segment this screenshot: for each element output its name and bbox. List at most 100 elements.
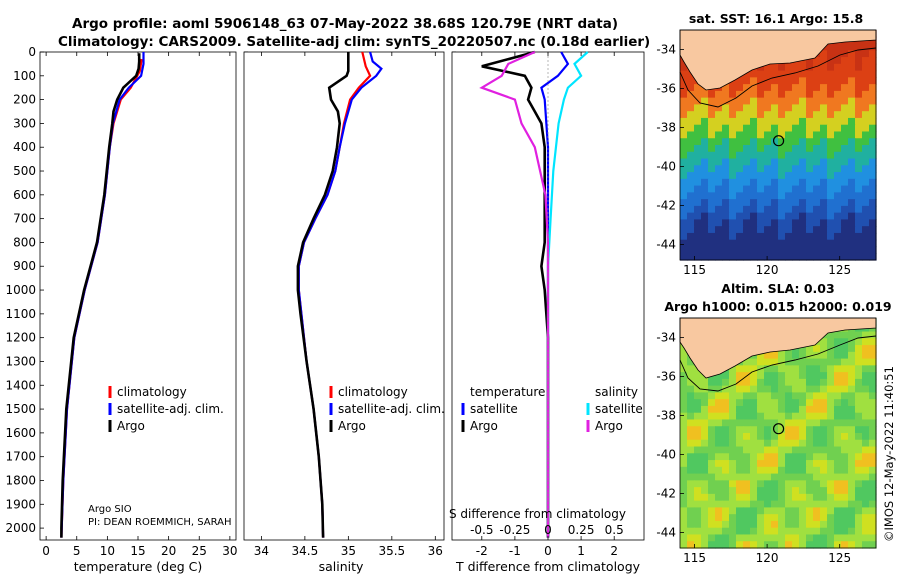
map-cell (715, 117, 723, 126)
map-cell (687, 378, 695, 387)
map-cell (750, 97, 758, 106)
map-cell (785, 253, 793, 261)
sst-map-title: sat. SST: 16.1 Argo: 15.8 (689, 11, 863, 26)
map-cell (694, 131, 702, 139)
map-cell (750, 473, 758, 481)
map-cell (827, 480, 835, 488)
map-cell (722, 104, 730, 112)
map-cell (757, 97, 765, 106)
map-cell (855, 480, 863, 488)
map-cell (680, 473, 688, 481)
map-cell (687, 97, 695, 106)
map-cell (869, 138, 877, 146)
map-cell (855, 439, 863, 448)
map-cell (743, 239, 751, 248)
map-cell (862, 232, 870, 241)
map-cell (722, 460, 730, 468)
map-cell (827, 117, 835, 126)
map-cell (694, 90, 702, 99)
map-cell (764, 70, 772, 78)
map-cell (841, 446, 849, 454)
map-cell (743, 104, 751, 112)
map-cell (764, 84, 772, 92)
map-cell (680, 345, 688, 353)
map-cell (680, 534, 688, 542)
map-cell (764, 165, 772, 173)
map-cell (771, 534, 779, 542)
map-cell (806, 97, 814, 106)
ytick-label: 400 (13, 140, 36, 154)
map-cell (771, 392, 779, 400)
map-cell (771, 84, 779, 92)
map-cell (813, 453, 821, 461)
map-cell (813, 104, 821, 112)
map-cell (778, 358, 786, 366)
map-cell (701, 131, 709, 139)
map-cell (862, 331, 870, 339)
map-cell (771, 439, 779, 448)
map-cell (813, 412, 821, 421)
map-cell (869, 358, 877, 366)
map-cell (736, 219, 744, 227)
map-cell (806, 185, 814, 193)
map-cell (743, 77, 751, 85)
map-cell (799, 480, 807, 488)
map-cell (855, 104, 863, 112)
map-cell (743, 232, 751, 241)
map-cell (750, 232, 758, 241)
map-cell (778, 63, 786, 72)
map-cell (785, 446, 793, 454)
map-cell (799, 70, 807, 78)
map-cell (764, 192, 772, 200)
map-cell (680, 138, 688, 146)
map-cell (764, 500, 772, 509)
map-cell (757, 412, 765, 421)
map-cell (827, 131, 835, 139)
map-cell (687, 527, 695, 536)
map-cell (764, 527, 772, 536)
map-cell (722, 117, 730, 126)
map-cell (694, 541, 702, 549)
map-cell (841, 246, 849, 254)
map-cell (701, 493, 709, 502)
map-cell (764, 520, 772, 529)
map-cell (680, 372, 688, 380)
map-cell (806, 405, 814, 414)
map-cell (750, 378, 758, 387)
map-cell (778, 158, 786, 166)
map-cell (694, 104, 702, 112)
map-cell (834, 480, 842, 488)
map-cell (771, 527, 779, 536)
map-cell (827, 514, 835, 522)
map-cell (827, 338, 835, 346)
map-cell (799, 345, 807, 353)
map-cell (785, 351, 793, 360)
map-cell (785, 232, 793, 241)
map-cell (813, 433, 821, 441)
s-diff-tick-label: -0.5 (470, 523, 493, 537)
map-cell (869, 514, 877, 522)
map-cell (701, 426, 709, 434)
map-cell (869, 446, 877, 454)
map-cell (855, 527, 863, 536)
map-cell (715, 131, 723, 139)
map-xtick-label: 120 (756, 263, 779, 277)
map-cell (729, 365, 737, 373)
map-cell (848, 117, 856, 126)
map-cell (722, 541, 730, 549)
map-cell (729, 253, 737, 261)
map-cell (785, 145, 793, 153)
map-cell (722, 392, 730, 400)
map-cell (820, 145, 828, 153)
map-cell (771, 487, 779, 495)
map-cell (869, 351, 877, 360)
map-cell (792, 466, 800, 475)
map-cell (743, 399, 751, 407)
map-cell (764, 385, 772, 394)
map-cell (736, 84, 744, 92)
ytick-label: 1300 (5, 354, 36, 368)
map-cell (778, 439, 786, 448)
map-cell (701, 172, 709, 180)
xtick-label: 34 (254, 544, 269, 558)
map-cell (708, 226, 716, 234)
